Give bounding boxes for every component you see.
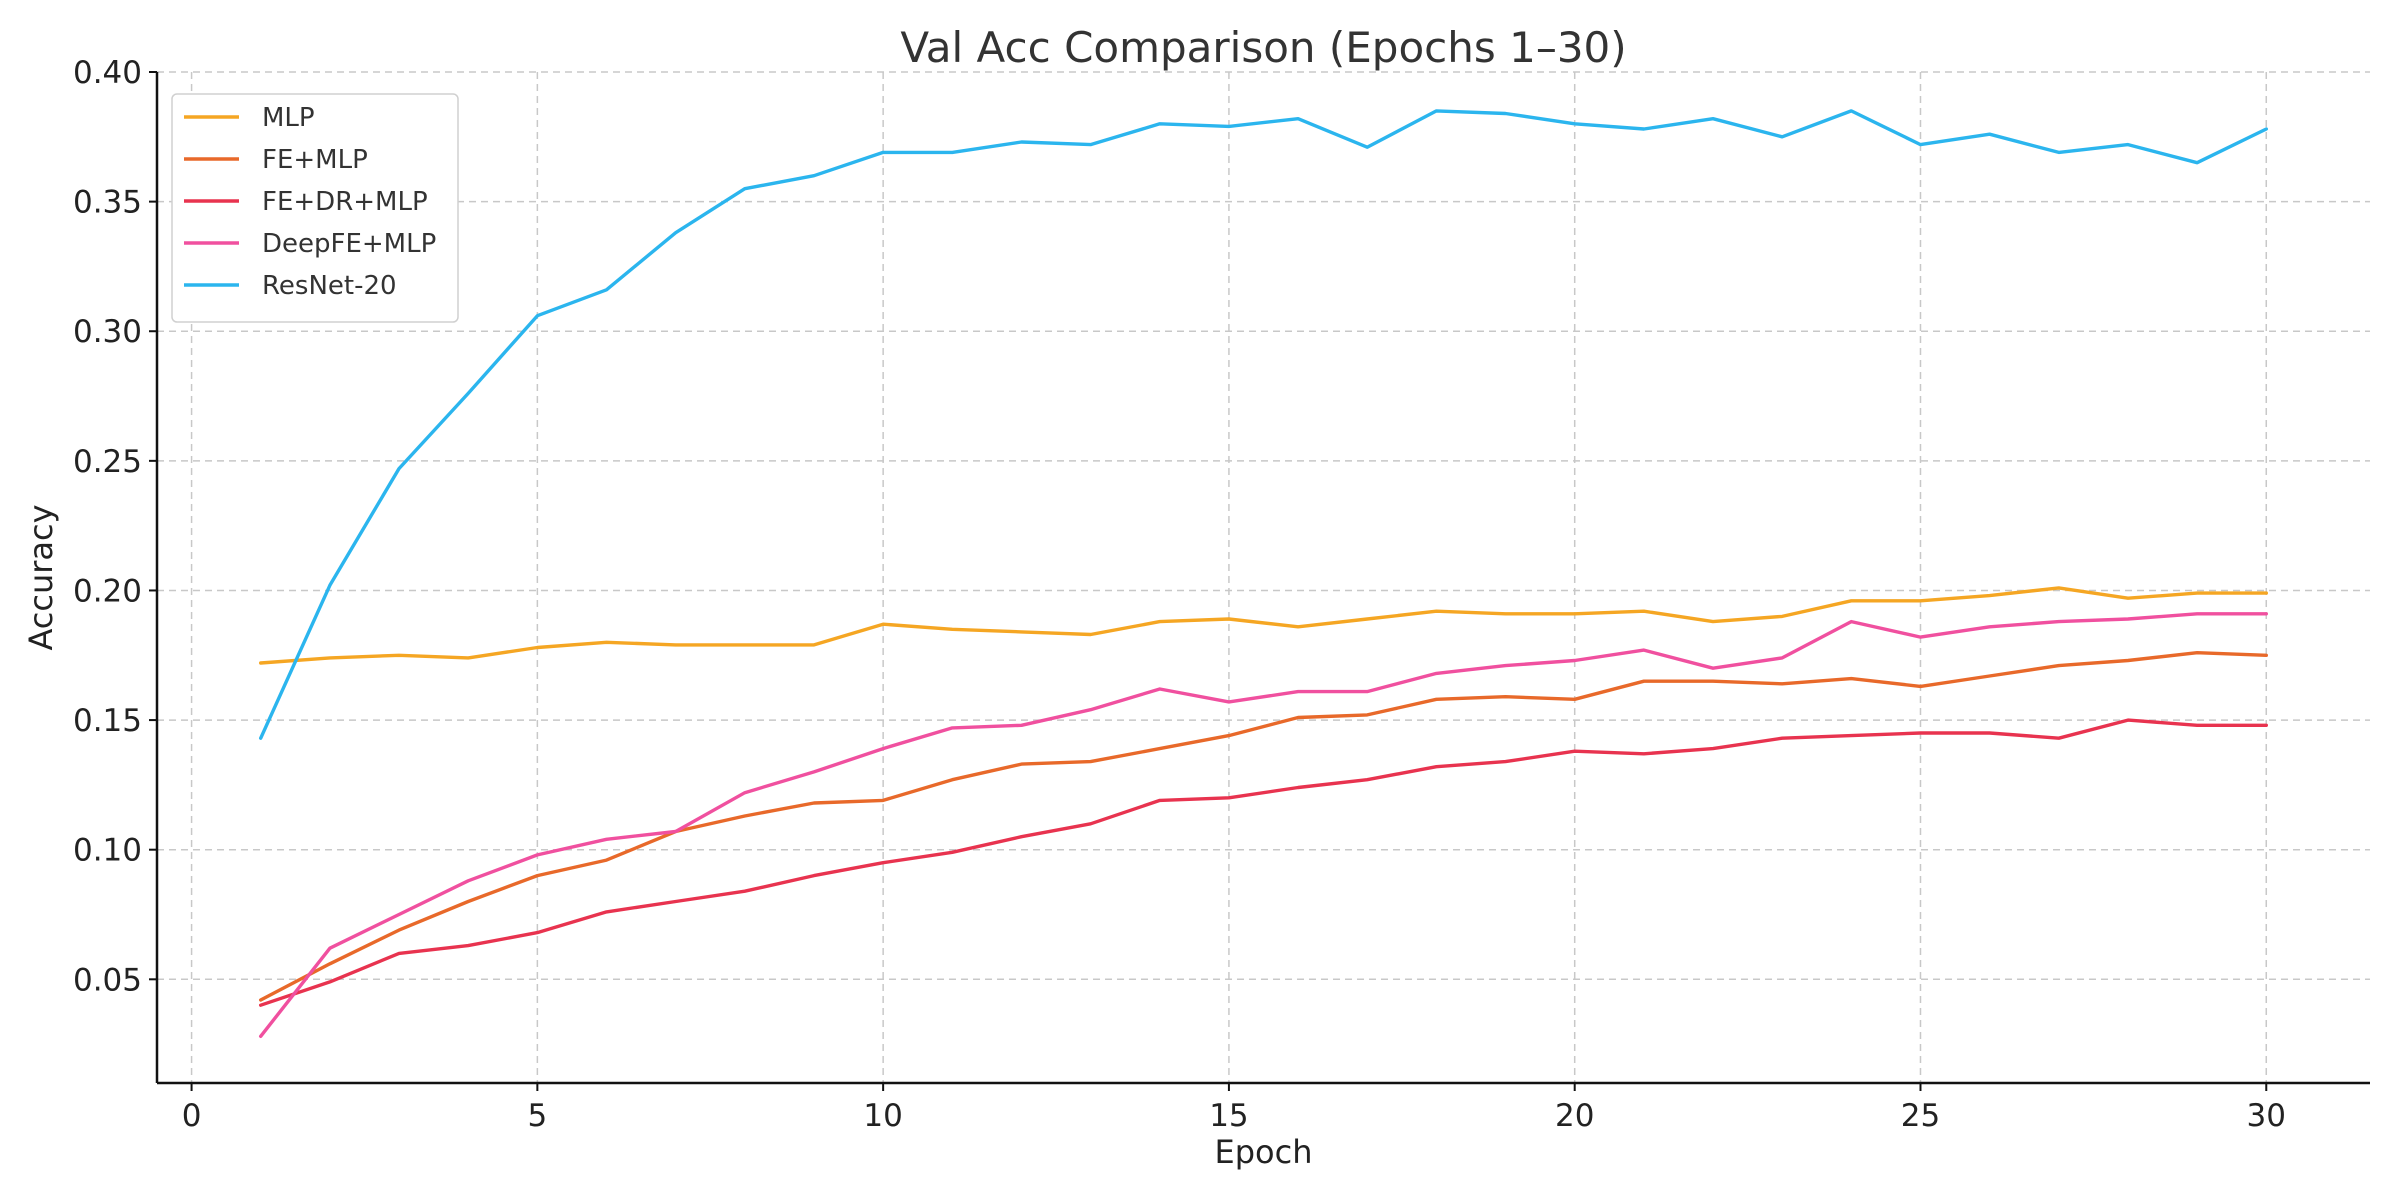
x-tick-label: 15 bbox=[1209, 1098, 1248, 1134]
x-tick-label: 0 bbox=[182, 1098, 202, 1134]
legend: MLP FE+MLP FE+DR+MLP DeepFE+MLP ResNet-20 bbox=[171, 93, 459, 323]
legend-frame bbox=[171, 93, 459, 323]
axes bbox=[155, 72, 2370, 1085]
x-tick-label: 10 bbox=[863, 1098, 902, 1134]
series-lines bbox=[259, 109, 2269, 1039]
legend-label: ResNet-20 bbox=[262, 271, 397, 301]
x-tick-label: 20 bbox=[1555, 1098, 1594, 1134]
ticks: 0 5 10 15 20 25 30 0.05 0.10 0.15 0.20 0.25 0.30 0.35… bbox=[73, 55, 2286, 1134]
x-tick-label: 25 bbox=[1901, 1098, 1940, 1134]
y-tick-label: 0.35 bbox=[73, 185, 142, 221]
legend-label: DeepFE+MLP bbox=[262, 229, 436, 259]
x-tick-label: 30 bbox=[2247, 1098, 2286, 1134]
legend-label: FE+MLP bbox=[262, 145, 368, 175]
series-line-mlp bbox=[259, 586, 2269, 665]
grid bbox=[157, 71, 2370, 1083]
legend-label: FE+DR+MLP bbox=[262, 187, 428, 217]
y-tick-label: 0.05 bbox=[73, 962, 142, 998]
y-tick-label: 0.40 bbox=[73, 55, 142, 91]
x-tick-label: 5 bbox=[527, 1098, 547, 1134]
series-line-resnet-20 bbox=[259, 109, 2269, 740]
series-line-deepfe-mlp bbox=[259, 612, 2269, 1039]
y-axis-label: Accuracy bbox=[22, 504, 60, 650]
y-tick-label: 0.30 bbox=[73, 314, 142, 350]
series-line-fe-mlp bbox=[259, 651, 2269, 1002]
series-line-fe-dr-mlp bbox=[259, 718, 2269, 1007]
chart-title: Val Acc Comparison (Epochs 1–30) bbox=[900, 23, 1626, 72]
x-axis-label: Epoch bbox=[1215, 1133, 1313, 1171]
y-tick-label: 0.20 bbox=[73, 573, 142, 609]
y-tick-label: 0.15 bbox=[73, 703, 142, 739]
y-tick-label: 0.25 bbox=[73, 444, 142, 480]
y-tick-label: 0.10 bbox=[73, 833, 142, 869]
legend-label: MLP bbox=[262, 103, 315, 133]
